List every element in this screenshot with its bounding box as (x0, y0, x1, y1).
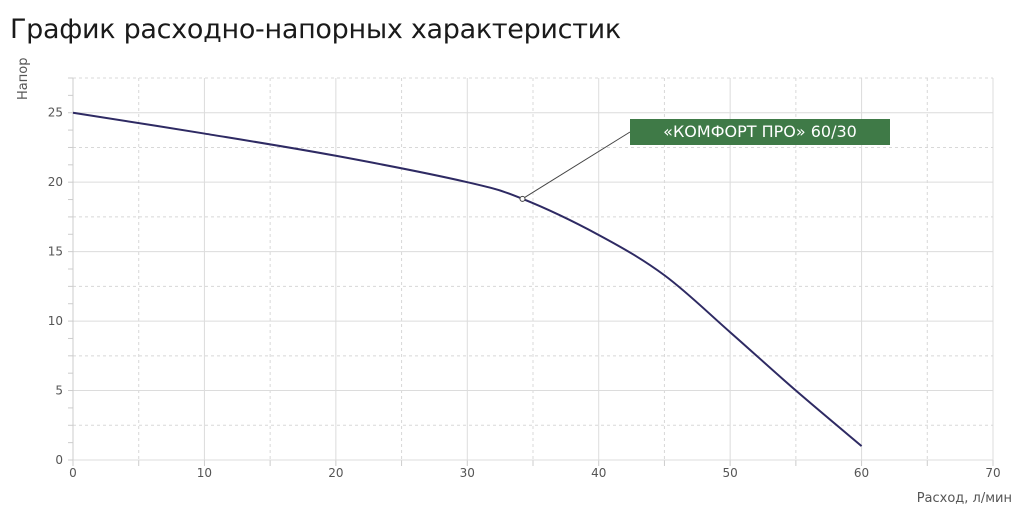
y-tick-label: 0 (55, 453, 63, 467)
y-tick-label: 5 (55, 384, 63, 398)
x-tick-label: 60 (854, 466, 869, 480)
x-tick-label: 10 (197, 466, 212, 480)
annotation-leader-line (522, 131, 631, 200)
y-tick-label: 15 (48, 245, 63, 259)
x-tick-label: 70 (985, 466, 1000, 480)
x-axis-label: Расход, л/мин (917, 491, 1012, 506)
x-tick-label: 50 (723, 466, 738, 480)
series-annotation-label: «КОМФОРТ ПРО» 60/30 (630, 119, 890, 145)
y-tick-label: 10 (48, 314, 63, 328)
annotation-point-marker (519, 195, 526, 202)
x-tick-label: 20 (328, 466, 343, 480)
series-line (72, 111, 863, 447)
x-tick-label: 30 (460, 466, 475, 480)
x-tick-label: 0 (69, 466, 77, 480)
y-tick-label: 20 (48, 175, 63, 189)
y-axis-label: Напор (16, 58, 31, 100)
page-title: График расходно-напорных характеристик (10, 14, 621, 45)
x-tick-label: 40 (591, 466, 606, 480)
y-tick-label: 25 (48, 106, 63, 120)
